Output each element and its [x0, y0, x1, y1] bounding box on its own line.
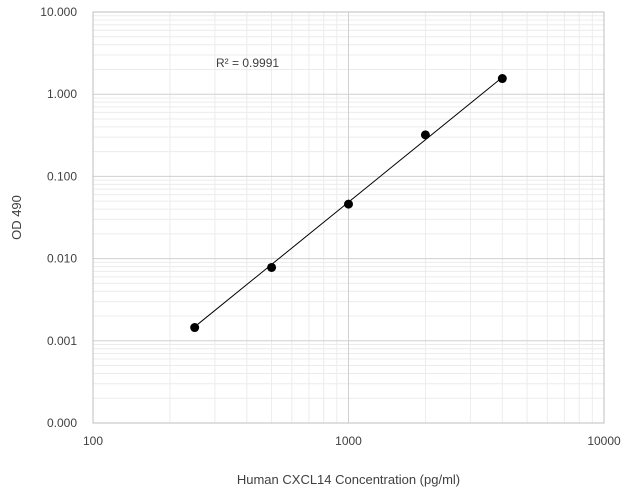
x-tick-labels: 100 1000 10000 [83, 434, 621, 448]
y-tick-labels: 0.000 0.001 0.010 0.100 1.000 10.000 [40, 5, 77, 430]
data-point [497, 74, 507, 84]
x-tick-label: 10000 [587, 434, 621, 448]
data-point [190, 323, 200, 333]
y-tick-label: 10.000 [40, 5, 77, 19]
data-points [190, 74, 507, 333]
y-tick-label: 0.010 [47, 252, 77, 266]
data-point [267, 262, 277, 272]
x-tick-label: 1000 [335, 434, 362, 448]
y-tick-label: 0.001 [47, 334, 77, 348]
y-tick-label: 1.000 [47, 87, 77, 101]
x-tick-label: 100 [83, 434, 103, 448]
data-point [344, 199, 353, 209]
plot-area-border [92, 11, 605, 424]
y-axis-title: OD 490 [9, 195, 24, 240]
x-axis-title: Human CXCL14 Concentration (pg/ml) [237, 472, 460, 487]
data-point [420, 130, 430, 140]
y-tick-label: 0.000 [47, 416, 77, 430]
y-tick-label: 0.100 [47, 169, 77, 183]
r-squared-annotation: R² = 0.9991 [216, 56, 279, 70]
